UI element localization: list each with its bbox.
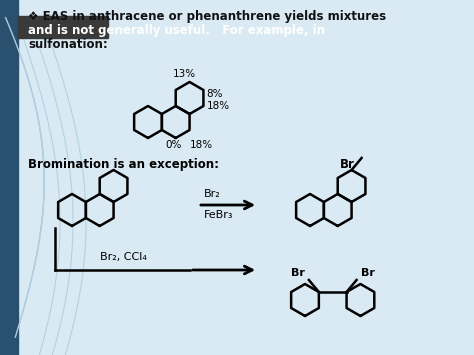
Text: 18%: 18% (190, 140, 213, 150)
Text: 0%: 0% (165, 140, 182, 150)
Text: 8%: 8% (207, 89, 223, 99)
Text: Br₂, CCl₄: Br₂, CCl₄ (100, 252, 147, 262)
Text: Br: Br (340, 158, 355, 171)
Text: sulfonation:: sulfonation: (28, 38, 108, 51)
Bar (0, 0, 18, 355)
Text: Br: Br (361, 268, 374, 278)
Bar (18, 16, 108, 38)
Text: and is not generally useful.   For example, in: and is not generally useful. For example… (28, 24, 325, 37)
Text: 18%: 18% (207, 101, 230, 111)
Text: 13%: 13% (173, 69, 196, 79)
Text: Bromination is an exception:: Bromination is an exception: (28, 158, 219, 171)
Text: Br₂: Br₂ (204, 189, 221, 199)
Text: ❖ EAS in anthracene or phenanthrene yields mixtures: ❖ EAS in anthracene or phenanthrene yiel… (28, 10, 386, 23)
Text: Br: Br (291, 268, 305, 278)
Text: FeBr₃: FeBr₃ (204, 210, 234, 220)
